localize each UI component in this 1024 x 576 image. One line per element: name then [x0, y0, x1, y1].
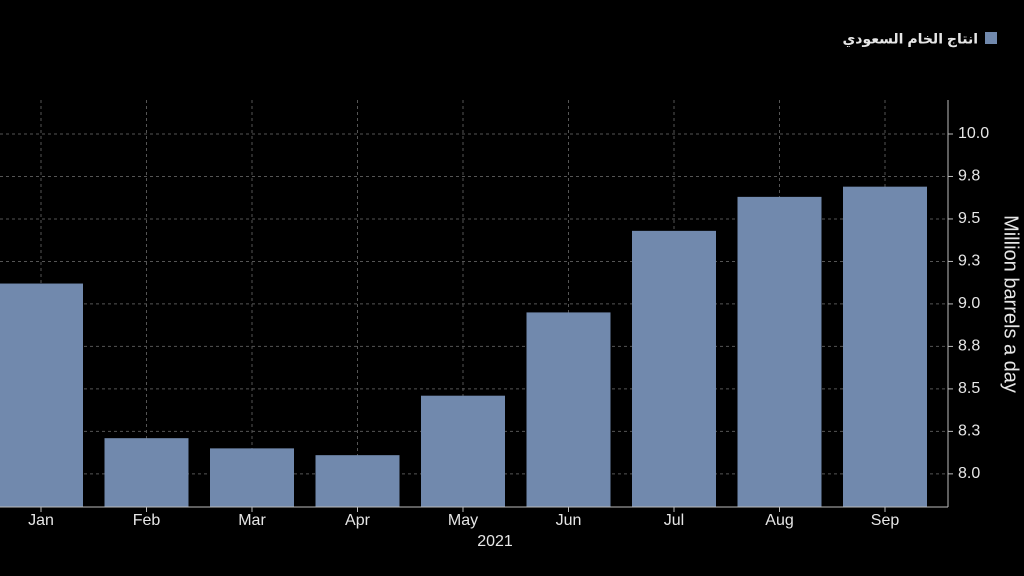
- x-tick-label: Sep: [871, 512, 900, 529]
- bar: [843, 186, 927, 507]
- y-axis-label: Million barrels a day: [1000, 215, 1022, 393]
- bar: [737, 196, 822, 507]
- y-tick-label: 10.0: [958, 125, 989, 142]
- bar: [421, 395, 505, 507]
- bar: [104, 438, 189, 507]
- x-tick-label: Mar: [238, 512, 266, 529]
- y-tick-label: 9.3: [958, 253, 980, 270]
- y-tick-label: 9.5: [958, 210, 980, 227]
- x-tick-label: May: [448, 512, 478, 529]
- x-tick-label: Jul: [664, 512, 684, 529]
- bar: [0, 283, 83, 507]
- x-tick-label: Jun: [556, 512, 582, 529]
- x-tick-label: Jan: [28, 512, 54, 529]
- y-tick-label: 8.3: [958, 423, 980, 440]
- x-tick-label: Apr: [345, 512, 371, 529]
- y-tick-label: 8.5: [958, 380, 980, 397]
- y-tick-label: 9.0: [958, 295, 980, 312]
- x-tick-label: Aug: [765, 512, 793, 529]
- bar: [315, 455, 400, 507]
- bar: [632, 230, 716, 507]
- x-tick-label: Feb: [133, 512, 161, 529]
- bar: [210, 448, 294, 507]
- y-tick-label: 8.0: [958, 465, 980, 482]
- bar: [526, 312, 611, 507]
- legend-label: انتاج الخام السعودي: [842, 31, 978, 49]
- x-axis-label: 2021: [477, 533, 513, 550]
- y-tick-label: 8.8: [958, 338, 980, 355]
- y-tick-label: 9.8: [958, 168, 980, 185]
- legend-swatch: [985, 32, 997, 44]
